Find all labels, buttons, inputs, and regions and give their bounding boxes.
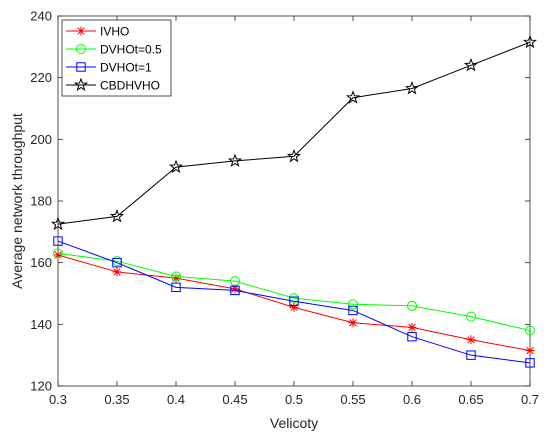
data-point [466,335,476,345]
data-point [230,276,240,287]
legend-marker [73,77,89,92]
y-tick-label: 180 [30,194,52,209]
data-point [227,153,243,167]
legend-label: CBDHVHO [100,79,160,93]
series-3 [50,34,538,231]
data-point [289,302,299,312]
legend-box [61,19,172,97]
y-tick-label: 120 [30,379,52,394]
data-point [345,90,361,104]
x-tick-label: 0.7 [521,392,539,407]
data-point [230,285,240,296]
data-point [463,57,479,72]
data-point [525,346,535,356]
data-point [525,325,535,336]
data-point [466,350,476,360]
legend-label: DVHOt=0.5 [100,43,162,57]
x-tick-label: 0.6 [403,392,421,407]
data-point [109,208,125,223]
x-tick-label: 0.3 [49,392,67,407]
series-line [57,240,531,364]
data-point [112,257,122,268]
data-point [50,216,66,231]
series-layer [50,34,538,368]
legend-label: DVHOt=1 [100,61,152,75]
x-tick-label: 0.5 [285,392,303,407]
x-tick-label: 0.65 [458,392,483,407]
y-tick-label: 140 [30,317,52,332]
data-point [348,318,358,328]
legend-marker [76,26,86,36]
data-point [171,271,181,282]
y-tick-label: 200 [30,132,52,147]
y-axis-label: Average network throughput [9,113,25,289]
data-point [171,282,181,293]
series-0 [53,250,535,356]
legend-item: DVHOt=1 [66,61,152,75]
data-point [53,236,63,246]
series-1 [53,248,535,336]
series-line [57,252,531,331]
legend-marker [76,62,86,72]
data-point [53,250,63,260]
data-point [289,296,299,306]
x-tick-label: 0.4 [167,392,185,407]
series-2 [53,236,535,368]
data-point [348,305,358,316]
data-point [53,248,63,259]
x-tick-label: 0.35 [104,392,129,407]
legend-item: DVHOt=0.5 [66,43,162,57]
x-axis-label: Velicoty [270,415,318,431]
data-point [404,81,420,95]
legend-label: IVHO [100,25,129,39]
series-line [57,41,531,225]
x-tick-label: 0.45 [222,392,247,407]
data-point [407,322,417,332]
data-point [525,358,535,368]
data-point [230,284,240,294]
data-point [286,148,302,163]
y-tick-label: 240 [30,9,52,24]
y-tick-label: 220 [30,70,52,85]
data-point [171,273,181,283]
data-point [112,267,122,277]
data-point [522,34,538,49]
x-tick-label: 0.55 [340,392,365,407]
axis-ticks: 0.3 0.35 0.4 0.45 0.5 0.55 0.6 0.65 0.7 120 140 160… [30,9,539,408]
legend-marker [76,44,86,54]
legend: IVHO DVHOt=0.5 DVHOt=1 CBDHVHO [61,19,172,97]
data-point [466,311,476,322]
data-point [168,159,184,174]
y-tick-label: 160 [30,255,52,270]
data-point [407,331,417,342]
legend-item: CBDHVHO [66,77,160,93]
legend-item: IVHO [66,25,129,39]
data-point [348,299,358,310]
data-point [407,300,417,311]
